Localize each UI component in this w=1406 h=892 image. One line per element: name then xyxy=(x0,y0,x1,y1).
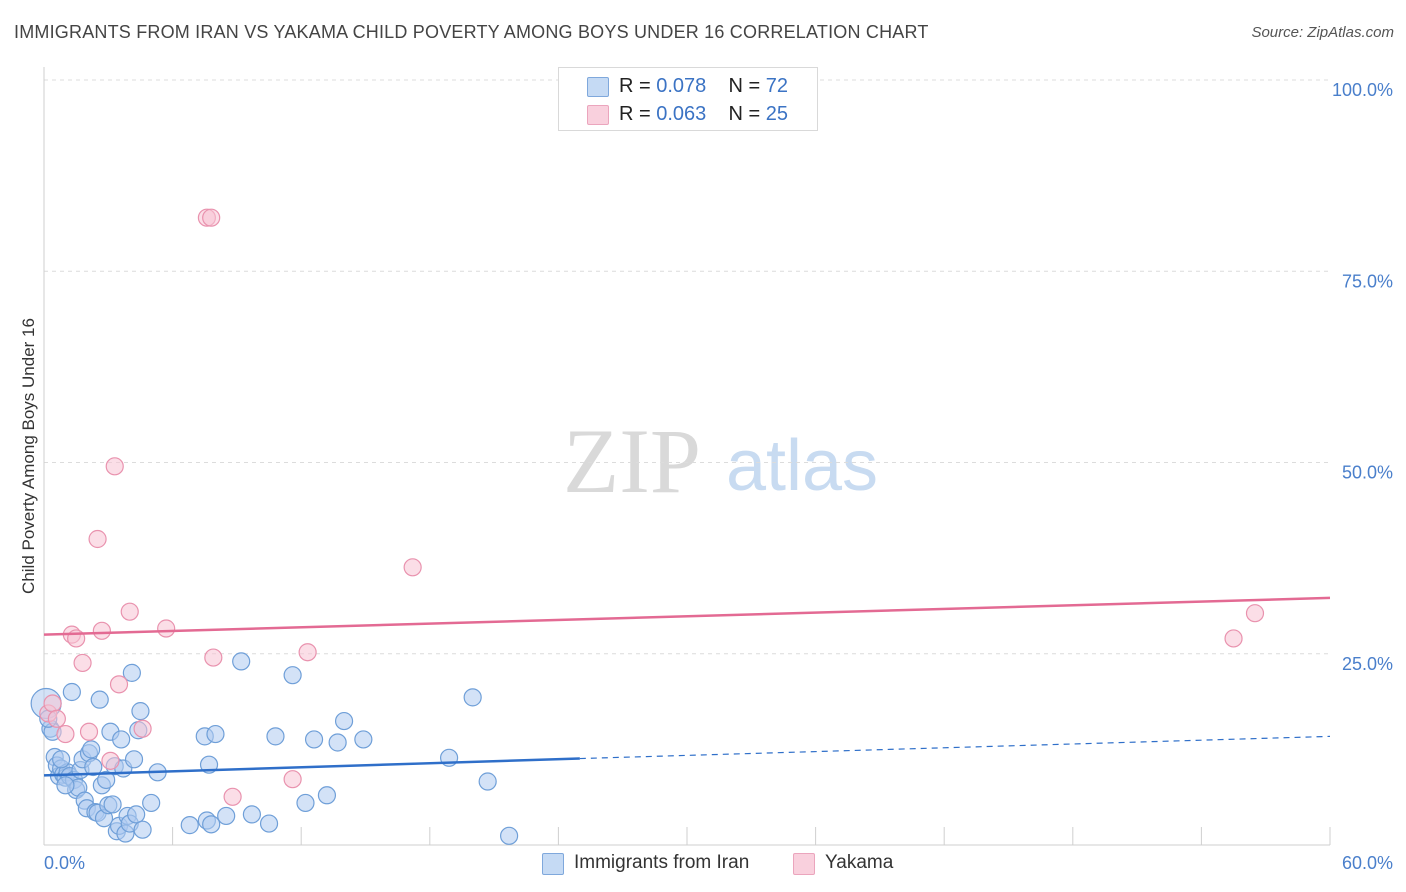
yakama-point-23 xyxy=(1224,629,1243,648)
iran-point-47 xyxy=(180,816,199,835)
yakama-point-20 xyxy=(283,770,302,789)
x-tick-label-max: 60.0% xyxy=(1342,853,1393,873)
y-tick-label-0: 25.0% xyxy=(1342,654,1393,674)
legend-n-value: 25 xyxy=(765,103,789,125)
iran-point-34 xyxy=(112,730,131,749)
iran-point-68 xyxy=(500,826,519,845)
zipatlas-watermark: ZIP atlas xyxy=(563,410,878,512)
iran-point-54 xyxy=(232,652,251,671)
series-label-iran: Immigrants from Iran xyxy=(574,852,750,873)
y-axis-label: Child Poverty Among Boys Under 16 xyxy=(19,318,38,594)
legend-r-value: 0.063 xyxy=(656,103,707,125)
iran-point-55 xyxy=(242,805,262,824)
iran-point-70 xyxy=(56,776,75,795)
yakama-point-24 xyxy=(1245,604,1265,623)
iran-point-21 xyxy=(84,757,103,777)
y-tick-label-1: 50.0% xyxy=(1342,463,1393,483)
iran-point-41 xyxy=(127,805,146,824)
source-label: Source: ZipAtlas.com xyxy=(1251,24,1394,41)
iran-point-71 xyxy=(52,750,71,769)
legend-r-label: R = xyxy=(619,75,651,97)
series-label-yakama: Yakama xyxy=(825,852,894,873)
legend-swatch-iran xyxy=(587,77,609,97)
iran-point-43 xyxy=(131,702,150,721)
iran-point-11 xyxy=(62,682,81,702)
series-swatch-yakama xyxy=(793,853,815,875)
iran-point-27 xyxy=(97,770,116,790)
yakama-point-19 xyxy=(223,787,242,806)
iran-point-64 xyxy=(354,730,373,749)
iran-point-59 xyxy=(296,793,315,813)
y-tick-labels: 25.0% 50.0% 75.0% 100.0% xyxy=(1332,80,1393,674)
yakama-point-10 xyxy=(101,751,120,770)
iran-point-58 xyxy=(283,666,302,685)
chart-title: IMMIGRANTS FROM IRAN VS YAKAMA CHILD POV… xyxy=(14,22,929,42)
legend-r-label: R = xyxy=(619,103,651,125)
x-tick-label-min: 0.0% xyxy=(44,853,85,873)
series-swatch-iran xyxy=(542,853,564,875)
iran-point-66 xyxy=(463,688,482,707)
yakama-point-7 xyxy=(79,722,99,741)
legend-n-label: N = xyxy=(728,103,761,125)
iran-trend-line xyxy=(43,757,580,777)
iran-point-51 xyxy=(202,815,221,834)
iran-point-53 xyxy=(217,806,236,826)
y-tick-label-2: 75.0% xyxy=(1342,271,1393,291)
iran-point-61 xyxy=(317,786,337,805)
legend-swatch-yakama xyxy=(587,105,609,125)
yakama-point-12 xyxy=(109,675,129,694)
y-tick-label-3: 100.0% xyxy=(1332,80,1393,100)
yakama-point-15 xyxy=(157,619,176,638)
legend-r-value: 0.078 xyxy=(656,75,707,97)
iran-point-67 xyxy=(478,772,497,791)
yakama-point-9 xyxy=(92,621,111,640)
yakama-point-6 xyxy=(73,653,92,673)
stats-legend: R = 0.078 N = 72 R = 0.063 N = 25 xyxy=(558,67,818,131)
data-points xyxy=(30,208,1265,845)
iran-point-39 xyxy=(122,663,141,682)
watermark-atlas: atlas xyxy=(726,426,878,506)
yakama-point-8 xyxy=(88,529,107,549)
yakama-trend-line xyxy=(43,596,1331,636)
iran-point-40 xyxy=(124,750,144,769)
legend-n-label: N = xyxy=(728,75,761,97)
yakama-point-14 xyxy=(133,719,152,738)
iran-point-30 xyxy=(103,795,122,814)
iran-point-63 xyxy=(334,711,354,731)
iran-point-56 xyxy=(259,814,279,833)
iran-point-60 xyxy=(304,730,324,749)
yakama-point-2 xyxy=(47,709,66,728)
yakama-point-3 xyxy=(56,724,75,744)
x-ticks xyxy=(43,827,1331,845)
iran-point-62 xyxy=(328,733,347,752)
trend-lines xyxy=(43,596,1331,777)
watermark-zip: ZIP xyxy=(563,410,701,512)
yakama-point-11 xyxy=(105,457,124,476)
iran-trend-extension xyxy=(579,735,1331,760)
iran-point-20 xyxy=(82,740,101,759)
yakama-point-17 xyxy=(202,208,221,227)
iran-point-46 xyxy=(142,793,161,813)
iran-point-57 xyxy=(266,727,285,746)
yakama-point-22 xyxy=(403,558,422,577)
iran-point-52 xyxy=(206,724,225,744)
iran-point-24 xyxy=(90,690,109,709)
yakama-point-21 xyxy=(298,643,317,662)
yakama-point-18 xyxy=(204,648,223,667)
yakama-point-1 xyxy=(43,694,62,713)
legend-n-value: 72 xyxy=(765,75,789,97)
yakama-point-13 xyxy=(120,602,139,621)
iran-point-44 xyxy=(133,820,152,839)
grid-lines xyxy=(44,79,1330,655)
